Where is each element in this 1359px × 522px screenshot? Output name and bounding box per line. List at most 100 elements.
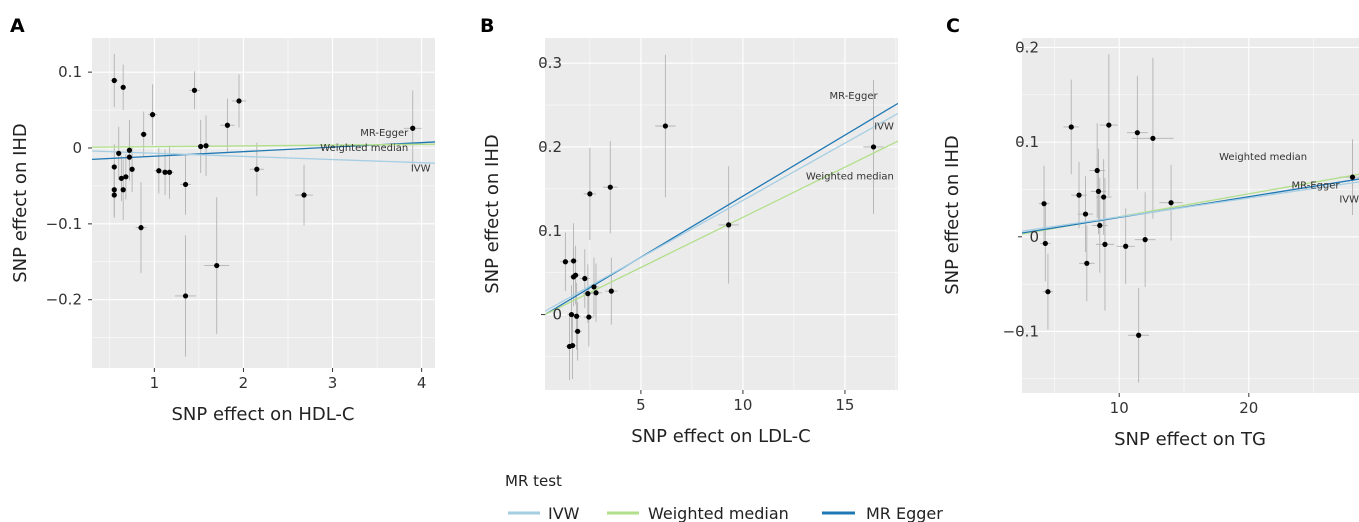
data-point xyxy=(126,147,133,153)
data-point xyxy=(1101,194,1107,200)
regression-line-weighted-median xyxy=(545,140,898,316)
data-point xyxy=(1142,237,1148,243)
data-point xyxy=(111,192,117,198)
panel-c-letter: C xyxy=(946,15,960,37)
data-point xyxy=(214,262,220,269)
data-point xyxy=(120,84,126,90)
panel-b-background xyxy=(545,38,898,390)
data-point xyxy=(1102,241,1108,247)
x-tick-label: 1 xyxy=(150,374,160,392)
data-point xyxy=(608,288,614,294)
y-tick-label: 0.2 xyxy=(1015,38,1039,56)
y-tick-label: 0 xyxy=(72,139,82,157)
data-point xyxy=(1084,260,1090,266)
y-tick-label: 0 xyxy=(552,306,562,324)
data-point xyxy=(301,192,307,198)
data-point xyxy=(141,131,147,137)
x-tick-label: 20 xyxy=(1239,399,1258,417)
panel-c-x-axis-title: SNP effect on TG xyxy=(1114,429,1266,450)
data-point xyxy=(1095,188,1102,194)
regression-line-mr-egger xyxy=(545,102,898,316)
data-point xyxy=(1082,211,1089,217)
panel-c-grid xyxy=(1022,38,1359,393)
legend-label-mr-egger: MR Egger xyxy=(866,504,943,522)
data-point xyxy=(203,143,209,149)
line-label-mr-egger: MR-Egger xyxy=(1291,181,1340,192)
panel-b-marks: MR-Egger IVW Weighted median xyxy=(545,54,898,380)
regression-line-ivw xyxy=(1022,181,1359,232)
data-point xyxy=(1123,243,1129,249)
data-point xyxy=(126,154,133,160)
legend-label-ivw: IVW xyxy=(548,504,580,522)
panel-c-plot: Weighted median MR-Egger IVW 10 20 0.2 0.1 0 −0.… xyxy=(942,38,1359,450)
panel-b-y-axis-title: SNP effect on IHD xyxy=(482,134,503,294)
data-point xyxy=(182,293,189,299)
x-tick-label: 15 xyxy=(835,396,854,414)
line-label-ivw: IVW xyxy=(874,121,894,132)
line-label-mr-egger: MR-Egger xyxy=(360,128,409,139)
data-point xyxy=(1150,135,1156,141)
line-label-ivw: IVW xyxy=(1339,195,1359,206)
data-point xyxy=(111,164,117,170)
data-point xyxy=(582,275,588,282)
line-label-weighted-median: Weighted median xyxy=(320,143,408,154)
data-point xyxy=(562,259,569,265)
data-point xyxy=(573,272,579,278)
data-point xyxy=(585,291,591,297)
data-point xyxy=(568,311,575,318)
panel-a-grid xyxy=(92,38,435,368)
panel-a-background xyxy=(92,38,435,368)
data-point xyxy=(138,225,144,231)
data-point xyxy=(120,187,126,193)
data-point xyxy=(587,191,593,197)
regression-line-ivw xyxy=(545,112,898,312)
panel-c-marks: Weighted median MR-Egger IVW xyxy=(1022,54,1359,383)
panel-b-letter: B xyxy=(480,15,494,37)
data-point xyxy=(254,166,260,172)
line-label-mr-egger: MR-Egger xyxy=(830,91,879,102)
data-point xyxy=(111,77,117,84)
panel-b-plot: MR-Egger IVW Weighted median 5 10 15 0.3 0.2 0.1… xyxy=(482,38,898,447)
data-point xyxy=(1076,192,1082,198)
data-point xyxy=(1134,130,1140,136)
data-point xyxy=(182,181,189,188)
data-point xyxy=(569,342,576,349)
data-point xyxy=(116,150,122,156)
legend: MR test IVW Weighted median MR Egger xyxy=(505,472,943,522)
data-point xyxy=(662,123,668,129)
data-point xyxy=(156,168,162,174)
x-tick-label: 3 xyxy=(328,374,338,392)
x-tick-label: 5 xyxy=(636,396,646,414)
x-tick-label: 10 xyxy=(1110,399,1129,417)
data-point xyxy=(586,314,592,320)
data-point xyxy=(870,144,877,150)
data-point xyxy=(593,290,599,296)
line-label-weighted-median: Weighted median xyxy=(1219,152,1307,163)
x-tick-label: 2 xyxy=(239,374,249,392)
data-point xyxy=(111,187,117,193)
data-point xyxy=(129,166,135,172)
data-point xyxy=(1106,122,1112,128)
y-tick-label: 0 xyxy=(1029,228,1039,246)
panel-a-letter: A xyxy=(10,15,25,37)
panel-a-x-axis-title: SNP effect on HDL-C xyxy=(171,404,354,425)
regression-line-ivw xyxy=(92,150,435,164)
data-point xyxy=(224,122,231,128)
x-tick-label: 10 xyxy=(733,396,752,414)
panel-b-x-axis-title: SNP effect on LDL-C xyxy=(631,426,811,447)
y-tick-label: −0.1 xyxy=(46,215,82,233)
data-point xyxy=(118,175,124,181)
legend-title: MR test xyxy=(505,472,562,490)
data-point xyxy=(1349,174,1356,180)
y-tick-label: 0.3 xyxy=(538,54,562,72)
data-point xyxy=(236,98,242,104)
data-point xyxy=(1041,201,1047,207)
data-point xyxy=(1168,200,1174,206)
y-tick-label: −0.2 xyxy=(46,291,82,309)
data-point xyxy=(607,184,613,190)
data-point xyxy=(575,328,581,334)
data-point xyxy=(162,169,168,175)
panel-c-y-axis-title: SNP effect on IHD xyxy=(942,135,963,295)
